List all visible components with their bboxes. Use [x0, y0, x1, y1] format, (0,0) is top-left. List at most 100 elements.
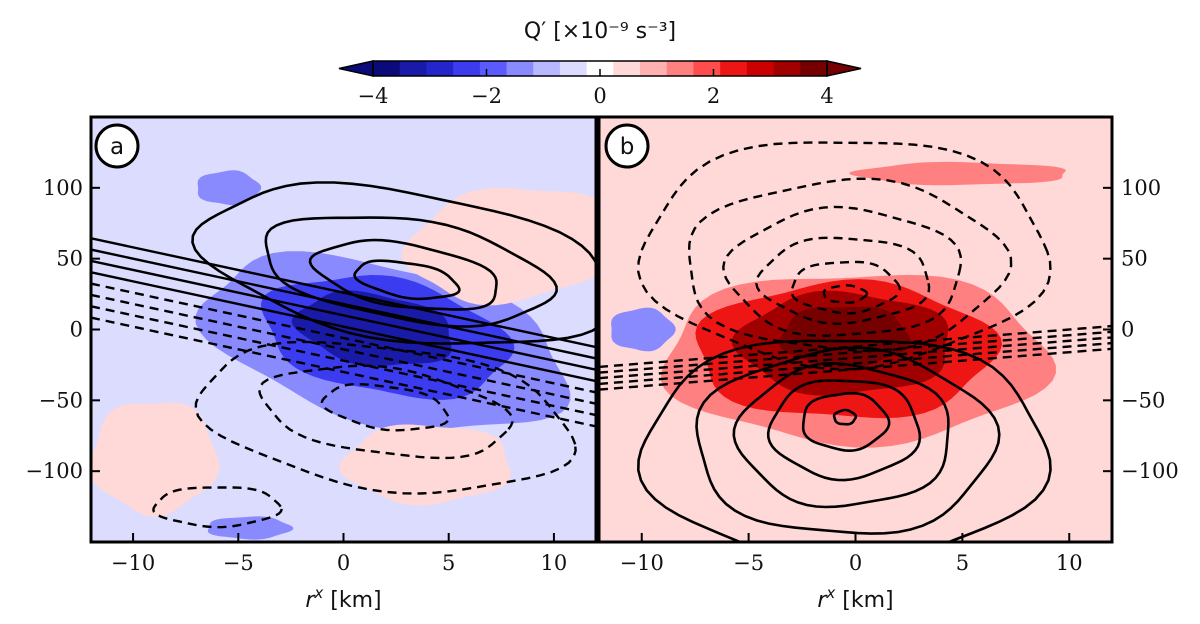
- panel-b-contour-line: [599, 341, 1112, 386]
- colorbar-extend-max: [826, 60, 862, 77]
- panel-b-shading: [599, 117, 1112, 542]
- panel-b-x-axis-label: rx [km]: [817, 584, 893, 613]
- colorbar-tick-label: 4: [820, 84, 833, 108]
- panel-b-y-tick-label: −50: [1121, 388, 1165, 412]
- x-axis-label-unit: [km]: [835, 588, 893, 613]
- colorbar-cell: [666, 61, 695, 76]
- panel-b-contour-line: [599, 324, 1112, 369]
- panel-b-contour-line: [599, 336, 1112, 380]
- panel-a-y-tick-label: 0: [70, 318, 83, 342]
- panel-a-contour-line: [91, 237, 596, 349]
- colorbar-cell: [800, 61, 828, 76]
- panel-a-contour-positive: [191, 181, 596, 345]
- panel-a-contour-line: [91, 293, 596, 405]
- panel-b-y-tick-label: 0: [1121, 318, 1134, 342]
- colorbar-cell: [773, 61, 801, 76]
- panel-a-label-badge: a: [94, 123, 140, 169]
- panel-a-contour-line: [91, 248, 596, 360]
- colorbar-cell: [479, 61, 508, 76]
- panel-a-contour-positive: [308, 238, 498, 311]
- panel-a-x-tick-label: 10: [541, 551, 568, 575]
- panel-b-contour-positive: [801, 391, 891, 453]
- panel-a-contour-line: [91, 282, 596, 394]
- panel-b-contour-positive: [732, 361, 950, 509]
- colorbar-cell: [533, 61, 561, 76]
- panel-a-y-tick-label: −50: [39, 388, 83, 412]
- panel-b-contour-positive: [766, 379, 922, 482]
- panel-b-y-tick-label: 50: [1121, 247, 1148, 271]
- colorbar-ticks: −4 −2 0 2 4: [358, 69, 834, 108]
- panel-b-contour-line: [599, 347, 1112, 391]
- panel-a-contours: [91, 181, 596, 529]
- x-axis-label-symbol: r: [305, 588, 316, 613]
- panel-b-contour-negative: [722, 205, 963, 338]
- panel-a-contour-line: [91, 316, 596, 428]
- panel-a-contour-positive: [264, 216, 558, 328]
- colorbar-cell: [426, 61, 454, 76]
- panel-b-contour-negative: [687, 177, 1013, 353]
- panel-a-contour-positive: [353, 259, 461, 301]
- panel-a-x-axis-label: rx [km]: [305, 584, 381, 613]
- panel-b-x-tick-label: 5: [956, 551, 969, 575]
- panel-b-contour-positive: [832, 408, 858, 426]
- panel-b-contour-line: [599, 330, 1112, 374]
- x-axis-label-superscript: x: [313, 584, 323, 602]
- colorbar-tick-label: −4: [358, 84, 389, 108]
- panel-b-shading-region: [849, 161, 1066, 186]
- x-axis-label-symbol: r: [817, 588, 828, 613]
- panel-a-contour-line: [91, 271, 596, 383]
- colorbar-cells: [338, 60, 862, 77]
- colorbar-tick-label: −2: [471, 84, 502, 108]
- panel-b-x-tick-label: 10: [1056, 551, 1083, 575]
- panel-b-x-tick-label: 0: [849, 551, 862, 575]
- colorbar-extend-min: [338, 60, 374, 77]
- colorbar-cell: [693, 61, 721, 76]
- panel-b-x-tick-label: −5: [733, 551, 764, 575]
- panel-a-x-tick-label: −5: [223, 551, 254, 575]
- panel-b-contour-negative: [790, 260, 902, 315]
- panel-a-label-circle: [94, 123, 140, 169]
- colorbar: Q′ [×10⁻⁹ s⁻³] −4 −2 0 2 4: [338, 19, 862, 108]
- x-axis-label-superscript: x: [825, 584, 835, 602]
- colorbar-cell: [586, 61, 614, 76]
- colorbar-cell: [399, 61, 428, 76]
- panel-a-contour-negative: [152, 486, 283, 529]
- panel-b-label: b: [620, 134, 635, 160]
- colorbar-tick-label: 2: [707, 84, 720, 108]
- x-axis-label-unit: [km]: [323, 588, 381, 613]
- panel-a-shading-region: [207, 516, 294, 540]
- panel-a-y-tick-label: −100: [25, 459, 83, 483]
- panel-a-contour-negative: [320, 382, 450, 432]
- colorbar-tick-label: 0: [593, 84, 606, 108]
- panel-b-x-tick-label: −10: [620, 551, 664, 575]
- panel-b-label-circle: [604, 123, 650, 169]
- panel-a-x-tick-label: 0: [337, 551, 350, 575]
- colorbar-cell: [720, 61, 748, 76]
- panel-a-shading-region: [339, 424, 512, 506]
- panel-a-contour-negative: [194, 340, 577, 495]
- panel-a-shading-region: [197, 170, 262, 206]
- panel-b-contours: [599, 141, 1112, 542]
- panel-b-y-tick-label: 100: [1121, 176, 1161, 200]
- panel-b-label-badge: b: [604, 123, 650, 169]
- panel-a-contour-line: [91, 259, 596, 371]
- colorbar-cell: [613, 61, 641, 76]
- panel-b-contour-positive: [636, 339, 1052, 542]
- panel-b-y-tick-label: −100: [1121, 459, 1179, 483]
- panel-a-x-tick-label: 5: [442, 551, 455, 575]
- panel-a-label: a: [110, 134, 124, 160]
- panel-a-contour-negative: [258, 364, 514, 460]
- colorbar-cell: [559, 61, 588, 76]
- colorbar-title: Q′ [×10⁻⁹ s⁻³]: [524, 19, 676, 44]
- panel-a-x-tick-label: −10: [111, 551, 155, 575]
- panel-a-contour-line: [91, 305, 596, 417]
- panel-a-y-tick-label: 100: [43, 176, 83, 200]
- colorbar-cell: [640, 61, 668, 76]
- panel-b-shading-region: [611, 307, 676, 352]
- colorbar-cell: [506, 61, 534, 76]
